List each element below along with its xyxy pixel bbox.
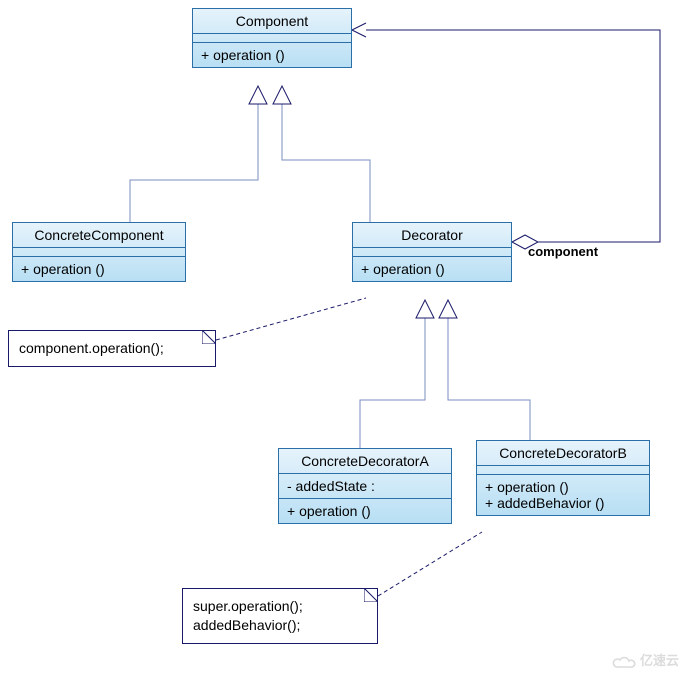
class-attr-compartment [353, 248, 511, 257]
note-corner-icon [364, 588, 378, 602]
class-op-compartment: + operation () [193, 43, 351, 67]
operation: + operation () [287, 503, 443, 519]
class-title: Decorator [353, 223, 511, 248]
operation: + operation () [201, 47, 343, 63]
class-title: ConcreteDecoratorA [279, 449, 451, 474]
class-title: ConcreteDecoratorB [477, 441, 649, 466]
note-line: super.operation(); [193, 597, 367, 616]
edge-agg-dec-comp [366, 30, 660, 242]
class-op-compartment: + operation () [353, 257, 511, 281]
note-line: addedBehavior(); [193, 616, 367, 635]
note-component-operation: component.operation(); [8, 330, 216, 367]
operation: + addedBehavior () [485, 495, 641, 511]
edge-gen-dec-comp [282, 104, 370, 222]
edge-gen-cda-dec [360, 318, 425, 448]
edge-gen-cdb-dec [448, 318, 530, 440]
operation: + operation () [485, 479, 641, 495]
watermark-text: 亿速云 [640, 653, 679, 668]
class-attr-compartment [13, 248, 185, 257]
attribute: - addedState : [287, 478, 443, 494]
operation: + operation () [361, 261, 503, 277]
class-component: Component + operation () [192, 8, 352, 68]
aggregation-role-label: component [528, 244, 598, 259]
class-concrete-component: ConcreteComponent + operation () [12, 222, 186, 282]
diagram-canvas: Component + operation () ConcreteCompone… [0, 0, 687, 675]
class-attr-compartment: - addedState : [279, 474, 451, 499]
edge-anchor-note2 [378, 532, 482, 596]
note-super-operation: super.operation(); addedBehavior(); [182, 588, 378, 644]
class-op-compartment: + operation () [13, 257, 185, 281]
class-op-compartment: + operation () + addedBehavior () [477, 475, 649, 515]
note-line: component.operation(); [19, 339, 205, 358]
class-decorator: Decorator + operation () [352, 222, 512, 282]
cloud-icon [612, 655, 636, 669]
note-corner-icon [202, 330, 216, 344]
class-title: Component [193, 9, 351, 34]
class-concrete-decorator-b: ConcreteDecoratorB + operation () + adde… [476, 440, 650, 516]
class-concrete-decorator-a: ConcreteDecoratorA - addedState : + oper… [278, 448, 452, 524]
class-attr-compartment [477, 466, 649, 475]
operation: + operation () [21, 261, 177, 277]
class-attr-compartment [193, 34, 351, 43]
class-op-compartment: + operation () [279, 499, 451, 523]
class-title: ConcreteComponent [13, 223, 185, 248]
edge-anchor-note1 [216, 298, 366, 340]
edge-gen-cc-comp [130, 104, 258, 222]
watermark: 亿速云 [612, 650, 679, 669]
